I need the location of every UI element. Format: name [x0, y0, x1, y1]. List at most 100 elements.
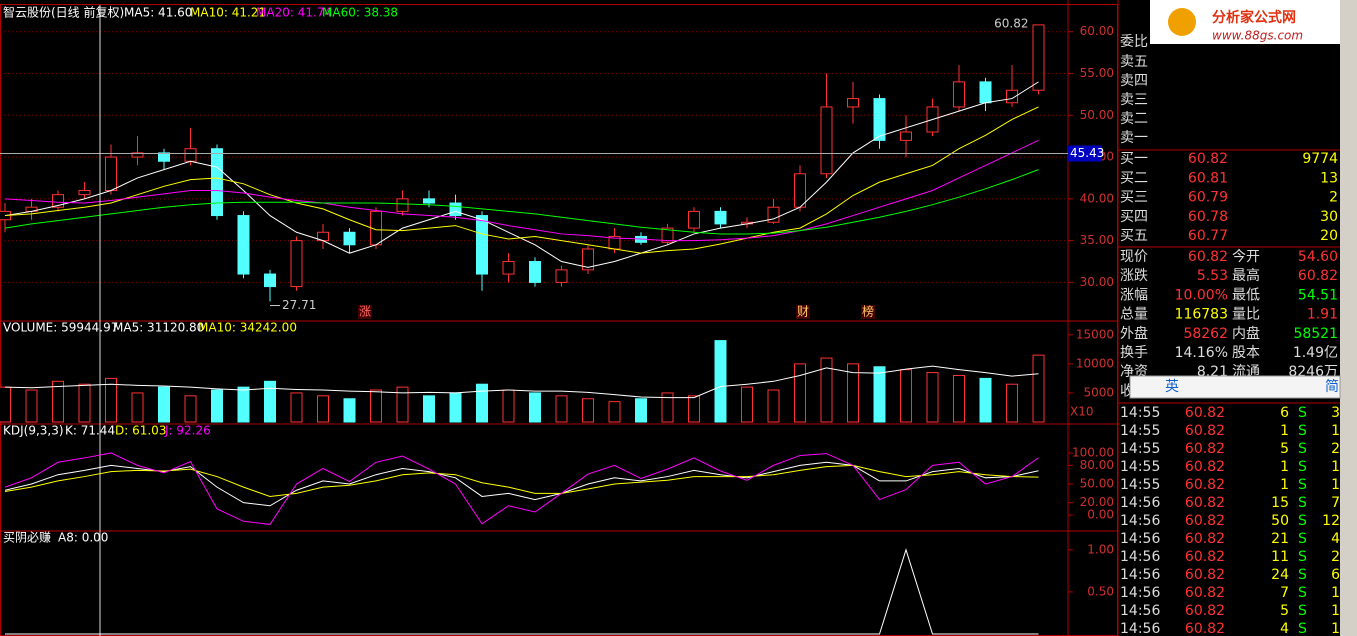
book-text: 7	[1280, 585, 1289, 601]
candle-body	[714, 210, 727, 225]
book-text: 30	[1320, 209, 1338, 225]
book-text: 58521	[1293, 326, 1338, 342]
chart-title: 智云股份(日线 前复权)	[3, 5, 124, 20]
book-text: 2	[1331, 441, 1340, 457]
candle-body	[529, 261, 541, 283]
y-tick-label: 50.00	[1080, 108, 1114, 122]
y-tick-label: 10000	[1076, 356, 1114, 370]
book-text: 60.82	[1185, 441, 1225, 457]
candle-body	[502, 261, 515, 275]
volume-bar	[979, 377, 992, 423]
book-text: 6	[1331, 567, 1340, 583]
candle-body	[184, 148, 197, 162]
book-text: S	[1298, 423, 1307, 439]
book-text: 116783	[1175, 307, 1228, 323]
kdj-header: J: 92.26	[164, 424, 211, 438]
volume-bar	[290, 392, 303, 423]
book-text: 60.77	[1188, 228, 1228, 244]
candle-body	[105, 156, 117, 191]
book-text: 21	[1271, 531, 1289, 547]
book-text: 4	[1280, 621, 1289, 636]
book-text: 58262	[1183, 326, 1228, 342]
book-text: S	[1298, 441, 1307, 457]
volume-scale: X10	[1070, 405, 1094, 419]
book-text: 外盘	[1120, 325, 1148, 342]
book-text: 1	[1331, 621, 1340, 636]
y-tick-label: 55.00	[1080, 66, 1114, 80]
book-text: 5	[1280, 441, 1289, 457]
event-marker-bg[interactable]	[358, 305, 372, 319]
book-text: 1.91	[1307, 307, 1338, 323]
a8-header: A8: 0.00	[58, 531, 108, 545]
candle-body	[264, 273, 276, 288]
y-tick-label: 60.00	[1080, 24, 1114, 38]
candle-body	[131, 152, 144, 158]
volume-bar	[741, 386, 753, 423]
book-text: 5	[1280, 603, 1289, 619]
candle-body	[847, 98, 859, 108]
candle-body	[396, 198, 409, 212]
book-text: 卖一	[1120, 130, 1148, 146]
volume-bar	[396, 386, 409, 423]
volume-bar	[423, 395, 435, 423]
book-text: 14:55	[1120, 441, 1160, 457]
logo-name: 分析家公式网	[1212, 9, 1296, 26]
ime-mode[interactable]: 英	[1165, 378, 1179, 395]
volume-bar	[1006, 383, 1018, 423]
book-text: 60.82	[1185, 405, 1225, 421]
book-text: S	[1298, 621, 1307, 636]
book-text: 买一	[1120, 151, 1148, 167]
volume-header: MA5: 31120.80	[113, 321, 204, 335]
book-text: 60.81	[1188, 170, 1228, 186]
book-text: 1	[1331, 459, 1340, 475]
book-text: 14:55	[1120, 405, 1160, 421]
book-text: 最低	[1232, 287, 1260, 303]
ime-bar[interactable]	[1129, 375, 1341, 399]
book-text: 14:56	[1120, 603, 1160, 619]
volume-bar	[52, 380, 64, 423]
book-text: 1	[1280, 423, 1289, 439]
candle-body	[661, 227, 674, 243]
event-marker[interactable]: 涨	[359, 304, 371, 319]
y-tick-label: 35.00	[1080, 233, 1114, 247]
book-text: 14:55	[1120, 423, 1160, 439]
book-text: 卖二	[1120, 111, 1148, 127]
book-text: 12	[1322, 513, 1340, 529]
candle-body	[158, 152, 170, 162]
book-text: 今开	[1232, 249, 1260, 265]
toolbar-strip[interactable]	[1340, 0, 1357, 636]
book-text: S	[1298, 567, 1307, 583]
volume-bar	[25, 389, 38, 423]
volume-bar	[370, 389, 382, 423]
book-text: 换手	[1120, 344, 1148, 361]
volume-bar	[873, 366, 886, 423]
book-text: 涨幅	[1120, 287, 1148, 303]
event-marker[interactable]: 榜	[862, 304, 874, 319]
book-text: 14:56	[1120, 585, 1160, 601]
y-tick-label: 0.50	[1087, 584, 1114, 598]
ime-script[interactable]: 简	[1325, 378, 1339, 395]
book-text: S	[1298, 603, 1307, 619]
volume-bar	[211, 389, 223, 423]
kdj-line	[4, 461, 1039, 507]
book-text: S	[1298, 585, 1307, 601]
candle-body	[1032, 24, 1045, 91]
event-marker-bg[interactable]	[861, 305, 875, 319]
volume-bar	[529, 392, 541, 423]
book-text: 60.82	[1185, 603, 1225, 619]
book-text: 14:56	[1120, 513, 1160, 529]
book-text: 5.53	[1197, 268, 1228, 284]
cursor-price-box	[1068, 145, 1102, 162]
book-text: 10.00%	[1175, 287, 1228, 303]
book-text: 涨跌	[1120, 268, 1148, 284]
book-text: 15	[1271, 495, 1289, 511]
book-text: 14:56	[1120, 567, 1160, 583]
volume-header: VOLUME: 59944.97	[3, 321, 118, 335]
book-text: 7	[1331, 495, 1340, 511]
event-marker[interactable]: 财	[797, 305, 809, 319]
book-text: 3	[1331, 405, 1340, 421]
book-text: 60.82	[1188, 249, 1228, 265]
book-text: S	[1298, 531, 1307, 547]
event-marker-bg[interactable]	[796, 305, 810, 319]
